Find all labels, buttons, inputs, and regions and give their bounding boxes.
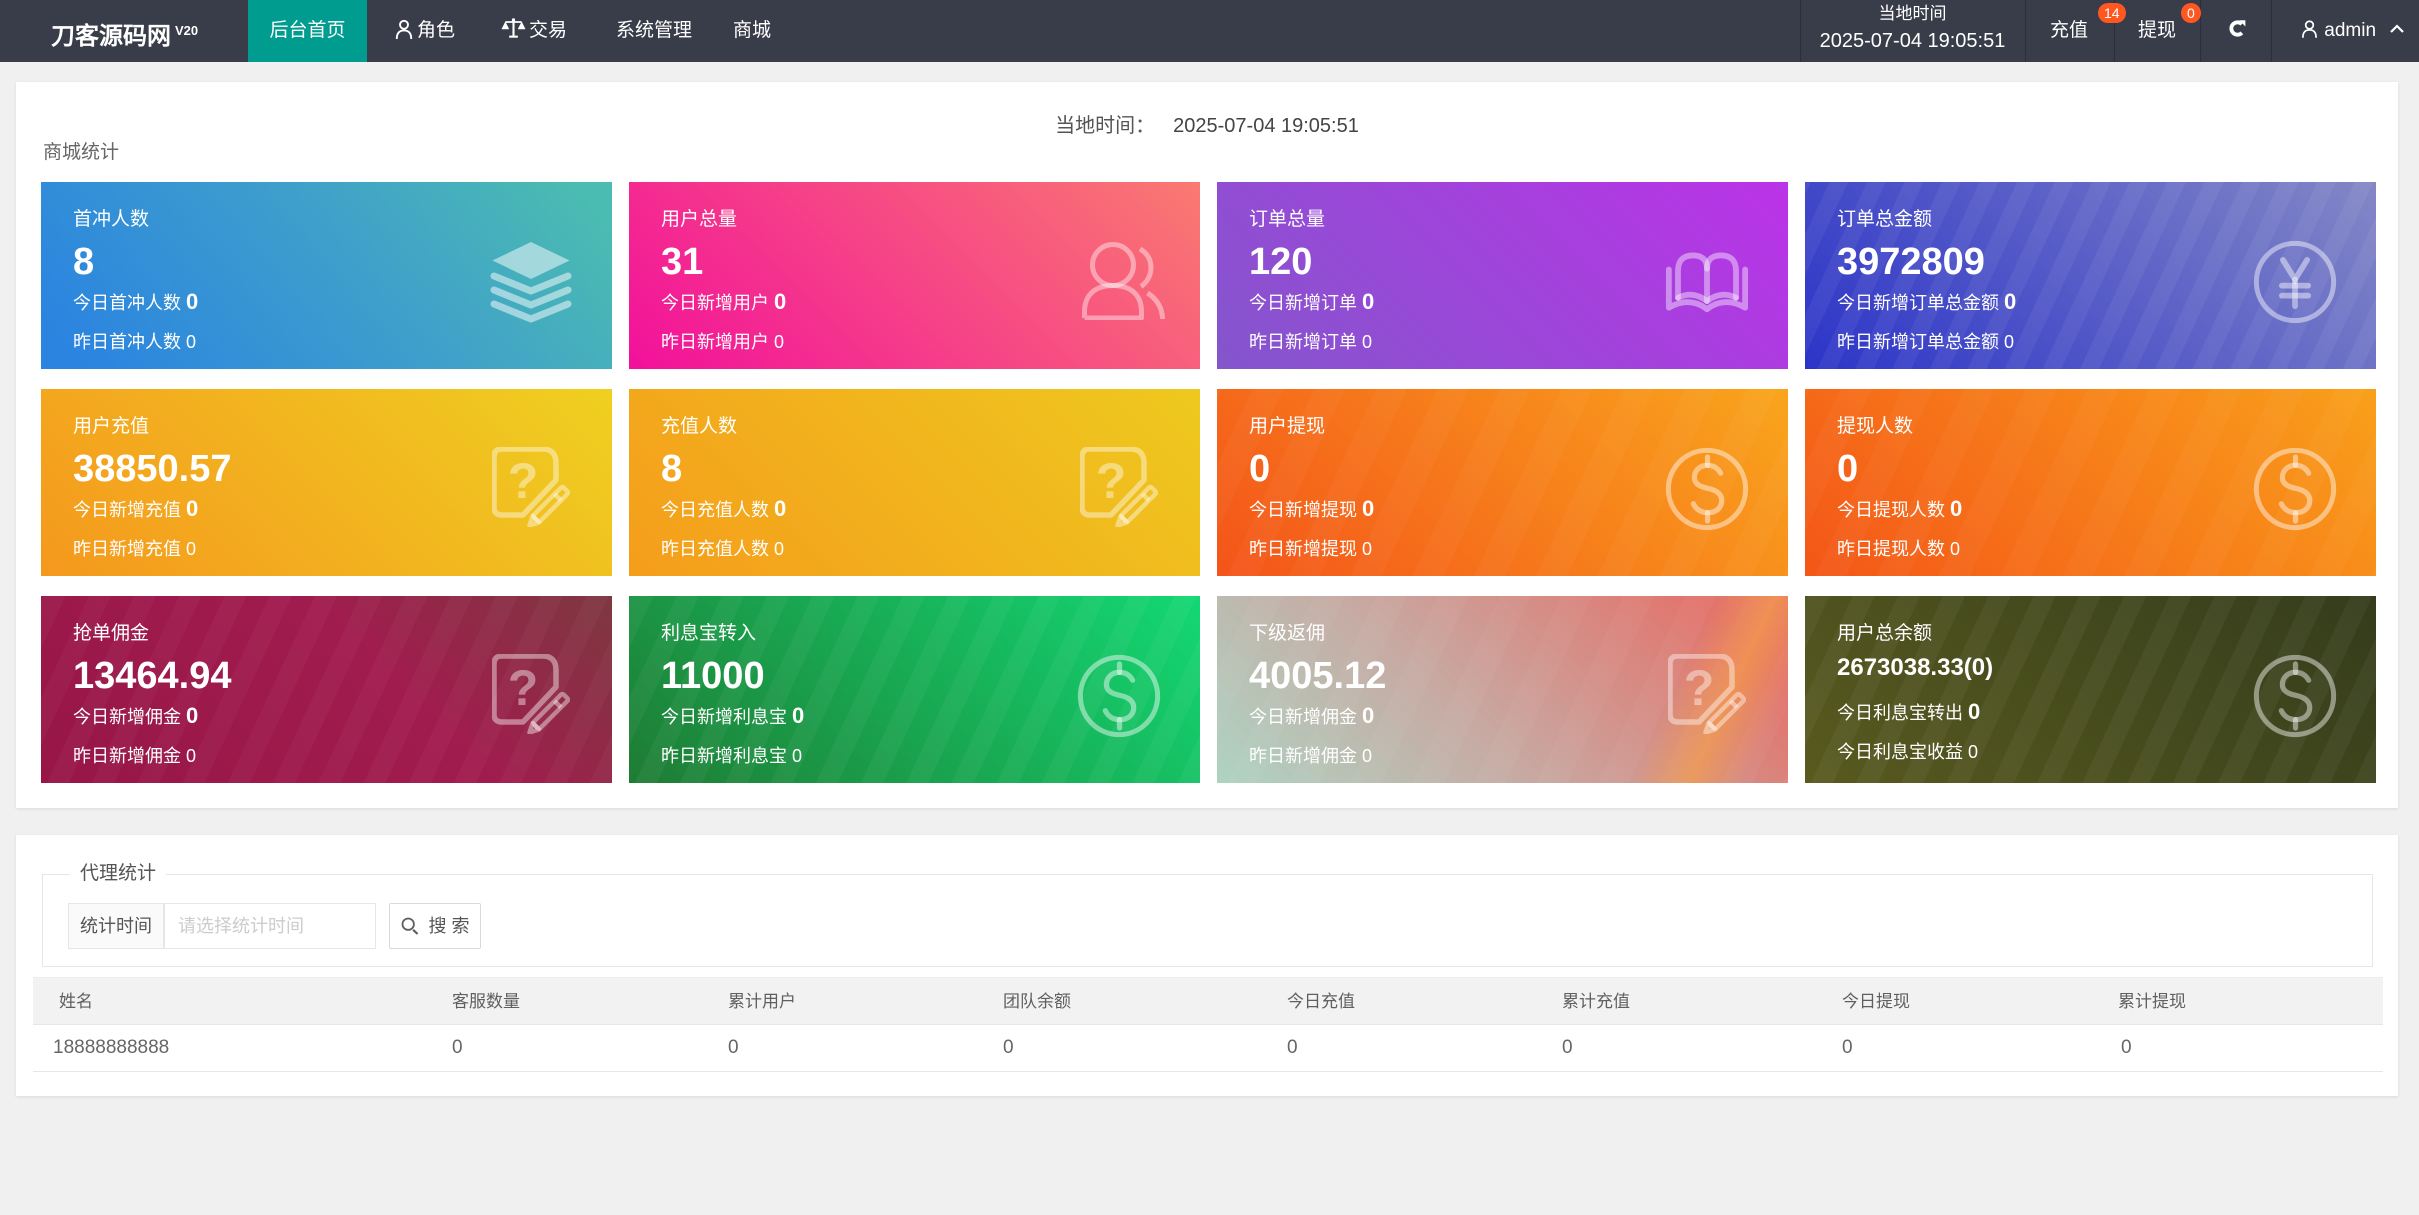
svg-text:?: ?	[508, 453, 539, 509]
svg-text:?: ?	[508, 660, 539, 716]
svg-text:?: ?	[1096, 453, 1127, 509]
svg-text:?: ?	[1684, 660, 1715, 716]
